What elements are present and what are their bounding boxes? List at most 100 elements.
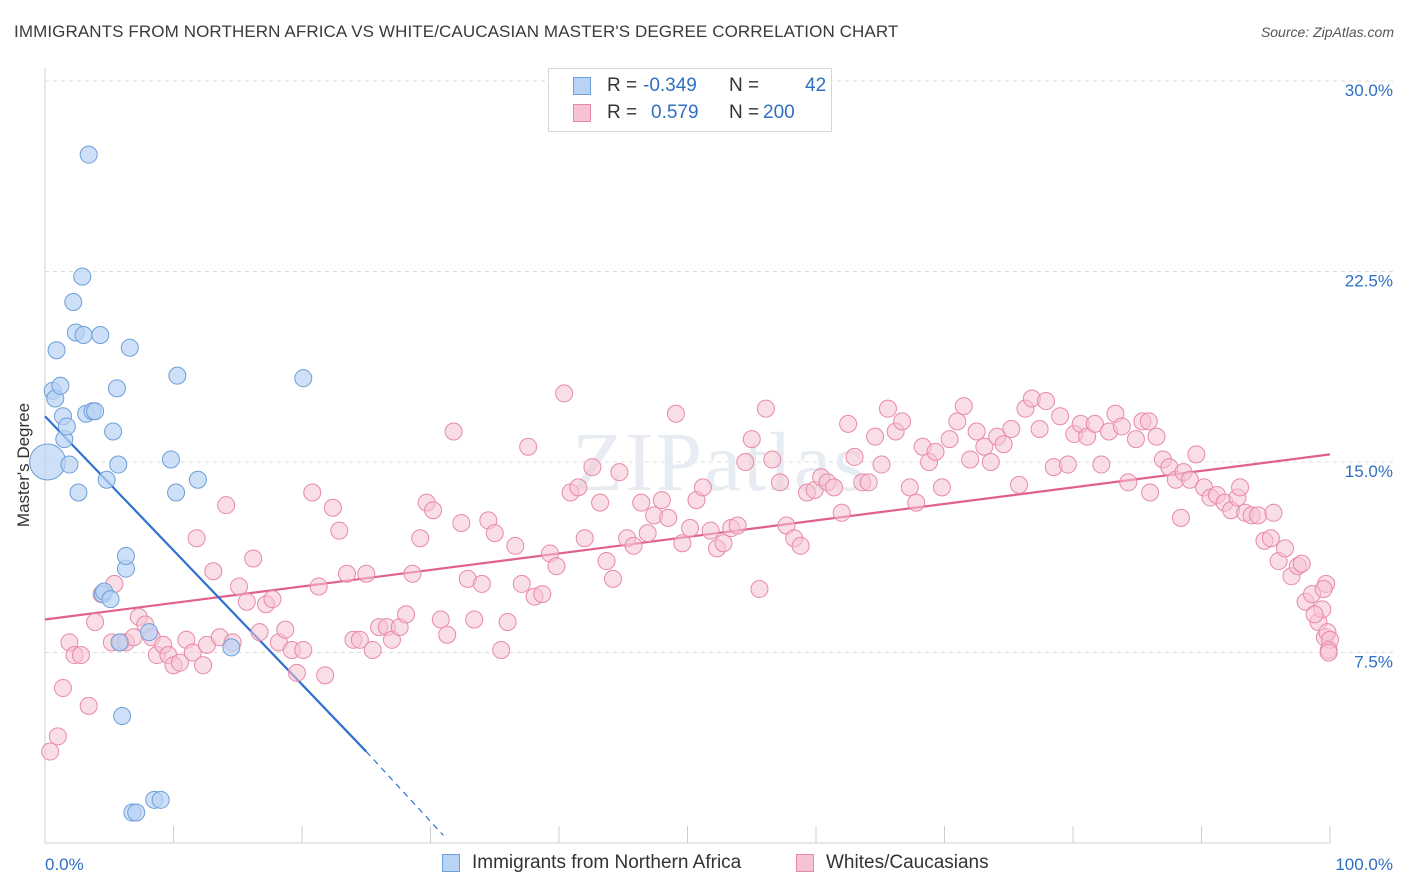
immigrants-point (91, 326, 110, 344)
whites-point (1314, 580, 1333, 598)
whites-point (948, 412, 967, 431)
whites-point (1126, 430, 1145, 449)
whites-point (1058, 455, 1077, 474)
whites-point (591, 493, 610, 512)
whites-point (1171, 508, 1190, 527)
immigrants-point (57, 417, 76, 436)
whites-point (994, 435, 1013, 454)
whites-point (763, 450, 782, 469)
whites-point (954, 397, 973, 416)
whites-point (444, 422, 463, 441)
immigrants-point (101, 590, 120, 609)
whites-point (492, 640, 511, 659)
immigrants-point (69, 483, 88, 502)
data-points (29, 145, 1339, 822)
legend-n-key: N = (729, 102, 760, 123)
whites-point (183, 643, 202, 662)
whites-point (666, 404, 685, 423)
immigrants-point (110, 633, 129, 652)
immigrants-trend-line (44, 415, 368, 753)
whites-point (512, 574, 531, 593)
whites-point (1119, 473, 1138, 492)
bottom-legend-whites: Whites/Caucasians (796, 852, 1016, 876)
immigrants-trend-extension (365, 751, 444, 836)
tick-labels: 7.5% 15.0% 22.5% 30.0% 0.0% 100.0% (45, 81, 1393, 874)
whites-point (1092, 455, 1111, 474)
whites-point (624, 536, 643, 555)
bottom-legend-label: Immigrants from Northern Africa (472, 852, 742, 873)
whites-point (866, 427, 885, 446)
immigrants-point (127, 803, 146, 822)
whites-point (603, 569, 622, 588)
whites-point (48, 727, 67, 746)
immigrants-point (60, 455, 79, 474)
legend-n-value: 42 (805, 75, 827, 96)
whites-point (878, 399, 897, 418)
immigrants-point (97, 470, 116, 489)
whites-point (845, 447, 864, 466)
whites-point (575, 529, 594, 548)
immigrants-point (47, 341, 66, 360)
whites-point (555, 384, 574, 403)
whites-point (1112, 417, 1131, 436)
whites-point (1249, 506, 1268, 525)
whites-point (397, 605, 416, 624)
whites-point (597, 552, 616, 571)
whites-point (363, 640, 382, 659)
whites-point (1147, 427, 1166, 446)
whites-point (693, 478, 712, 497)
immigrants-point (79, 145, 98, 164)
whites-point (1187, 445, 1206, 464)
immigrants-point (109, 455, 128, 474)
immigrants-point (86, 402, 105, 421)
whites-point (756, 399, 775, 418)
whites-point (1276, 539, 1295, 558)
whites-point (1030, 419, 1049, 438)
whites-point (1264, 503, 1283, 522)
bottom-legend-swatch-blue (442, 854, 460, 872)
whites-point (714, 534, 733, 553)
whites-point (932, 478, 951, 497)
whites-point (673, 534, 692, 553)
whites-point (832, 503, 851, 522)
whites-point (975, 437, 994, 456)
immigrants-point (113, 707, 132, 725)
legend-n-key: N = (729, 75, 760, 96)
whites-point (237, 592, 256, 611)
whites-point (926, 442, 945, 461)
immigrants-point (222, 638, 241, 657)
immigrants-point (188, 470, 207, 489)
whites-point (824, 478, 843, 497)
legend-r-value: -0.349 (643, 75, 697, 96)
whites-point (244, 549, 263, 568)
whites-point (403, 564, 422, 583)
whites-point (610, 463, 629, 482)
legend-row-whites: R = 0.579 N = 200 (573, 102, 823, 126)
legend-swatch-pink (573, 104, 591, 122)
whites-point (519, 437, 538, 456)
immigrants-point (140, 623, 159, 642)
whites-point (728, 516, 747, 535)
x-tick-label-max: 100.0% (1335, 855, 1393, 874)
immigrants-point (120, 338, 139, 357)
whites-point (638, 524, 657, 543)
immigrants-point (104, 422, 123, 441)
immigrants-point (167, 483, 186, 502)
whites-point (316, 666, 335, 685)
whites-point (506, 536, 525, 555)
whites-point (907, 493, 926, 512)
legend-row-immigrants: R = -0.349 N = 42 (573, 75, 827, 99)
bottom-legend-swatch-pink (796, 854, 814, 872)
whites-point (1141, 483, 1160, 502)
whites-point (53, 679, 72, 698)
whites-point (71, 646, 90, 665)
whites-point (276, 620, 295, 639)
whites-point (1292, 554, 1311, 573)
watermark: ZIPatlas (572, 416, 868, 509)
whites-point (170, 653, 189, 672)
whites-point (1037, 392, 1056, 411)
whites-point (981, 453, 1000, 471)
whites-point (194, 656, 213, 675)
whites-point (1319, 643, 1338, 662)
